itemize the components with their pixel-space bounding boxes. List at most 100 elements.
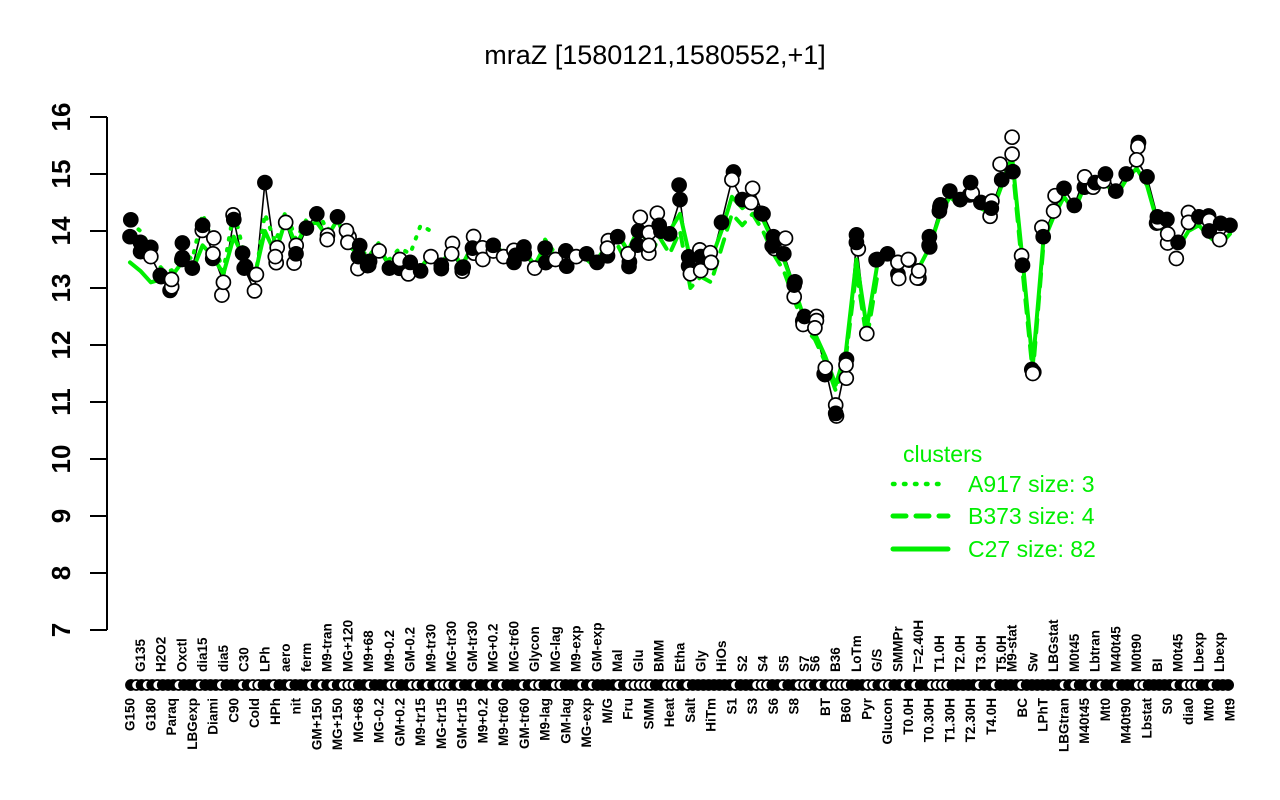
cluster-line-B373 <box>584 211 880 393</box>
data-point-marker <box>641 237 657 254</box>
data-point-marker <box>319 231 336 248</box>
x-label-top: MG+120 <box>340 620 355 672</box>
x-label-top: S5 <box>776 655 791 672</box>
legend-item-label: C27 size: 82 <box>968 536 1096 562</box>
y-tick-label: 16 <box>46 103 76 132</box>
x-label-top: Glu <box>631 650 646 673</box>
chart-title-group: mraZ [1580121,1580552,+1] <box>484 40 826 70</box>
data-point-marker <box>941 183 958 199</box>
x-label-top: HiOs <box>714 640 729 672</box>
x-label-bottom: MG-tr15 <box>434 698 449 749</box>
x-label-top: MG-lag <box>548 626 563 672</box>
data-point-marker <box>142 248 159 265</box>
data-point-marker <box>433 257 450 274</box>
x-label-bottom: LBGexp <box>185 698 200 750</box>
x-label-top: dia5 <box>216 644 231 672</box>
x-label-top: G135 <box>133 638 148 672</box>
x-label-bottom: B60 <box>839 698 854 723</box>
x-label-top: T3.0H <box>973 635 988 672</box>
x-label-bottom: M9-tr60 <box>496 698 511 746</box>
data-point-marker <box>900 251 917 268</box>
data-point-marker <box>248 266 265 283</box>
y-tick-label: 9 <box>46 509 76 523</box>
x-label-bottom: Mt9 <box>1223 698 1238 721</box>
data-point-marker <box>454 260 470 276</box>
data-point-marker <box>651 217 668 234</box>
x-label-top: S6 <box>807 655 822 672</box>
data-point-marker <box>786 277 803 293</box>
data-point-marker <box>1139 169 1155 185</box>
x-label-top: T2.0H <box>953 635 968 672</box>
x-label-top: G/S <box>870 649 885 672</box>
data-point-marker <box>371 243 387 259</box>
data-point-marker <box>194 217 211 234</box>
data-point-marker <box>620 245 636 262</box>
x-label-top: LPh <box>257 647 272 673</box>
x-label-bottom: C90 <box>226 698 241 723</box>
data-point-marker <box>817 359 834 376</box>
y-axis: 7 8 9 10 11 12 13 14 15 16 <box>46 103 108 637</box>
data-point-marker <box>992 156 1008 173</box>
data-point-marker <box>360 257 377 274</box>
data-point-marker <box>214 287 230 303</box>
data-point-marker <box>1201 223 1218 239</box>
x-label-top: H2O2 <box>154 637 169 672</box>
x-label-top: M9-tran <box>320 623 335 672</box>
data-point-marker <box>1118 166 1135 182</box>
x-label-bottom: S8 <box>787 698 802 715</box>
x-label-top: GM-0.2 <box>403 627 418 672</box>
data-point-marker <box>1035 228 1052 245</box>
data-point-markers <box>122 129 1238 424</box>
data-point-marker <box>1170 234 1186 251</box>
data-point-marker <box>225 211 242 228</box>
data-point-marker <box>329 208 346 225</box>
x-label-bottom: LPhT <box>1036 697 1051 731</box>
x-label-bottom: T0.0H <box>901 698 916 735</box>
x-label-bottom: Mt0 <box>1202 698 1217 721</box>
x-label-top: M0t45 <box>1067 633 1082 672</box>
data-point-marker <box>174 251 190 268</box>
x-label-top: S2 <box>735 655 750 672</box>
data-point-marker <box>755 206 771 222</box>
data-point-marker <box>921 237 937 254</box>
x-label-bottom: BT <box>818 697 833 716</box>
data-point-marker <box>516 245 533 262</box>
data-point-marker <box>122 211 139 228</box>
data-point-marker <box>1024 365 1041 382</box>
data-point-marker <box>671 177 687 193</box>
legend-item-label: A917 size: 3 <box>968 471 1095 497</box>
x-label-bottom: T0.30H <box>922 698 937 742</box>
x-label-top: Oxctl <box>174 638 189 672</box>
data-point-marker <box>879 245 896 262</box>
legend-item-label: B373 size: 4 <box>968 503 1095 529</box>
x-label-top: S4 <box>756 655 771 672</box>
data-point-marker <box>298 220 315 236</box>
data-point-marker <box>1005 163 1021 180</box>
data-point-marker <box>277 214 294 231</box>
x-label-bottom: BC <box>1015 698 1030 718</box>
y-tick-label: 12 <box>46 331 76 360</box>
data-point-marker <box>1107 183 1124 199</box>
x-label-top: M0t45 <box>1171 633 1186 672</box>
data-point-marker <box>163 271 180 288</box>
data-point-marker <box>910 263 927 279</box>
x-label-top: LBGstat <box>1046 619 1061 672</box>
legend-heading: clusters <box>903 441 982 467</box>
data-point-marker <box>246 283 263 299</box>
data-point-marker <box>412 263 429 279</box>
x-label-bottom: Mt0 <box>1098 698 1113 721</box>
data-point-marker <box>267 248 284 265</box>
data-point-marker <box>506 254 522 271</box>
x-label-bottom: M40t45 <box>1077 698 1092 744</box>
data-point-marker <box>205 230 222 246</box>
x-label-top: GM-exp <box>590 622 605 672</box>
x-axis-labels: G150 G135 G180 H2O2 Paraq Oxctl LBGexp dia15 Dia… <box>123 619 1238 752</box>
x-label-top: T=2.40H <box>911 620 926 672</box>
data-point-marker <box>184 260 201 276</box>
x-label-top: Gly <box>693 650 708 672</box>
data-point-marker <box>744 180 761 197</box>
x-label-bottom: Paraq <box>164 698 179 736</box>
x-label-top: LoTm <box>849 635 864 672</box>
x-label-bottom: M9-lag <box>538 698 553 741</box>
